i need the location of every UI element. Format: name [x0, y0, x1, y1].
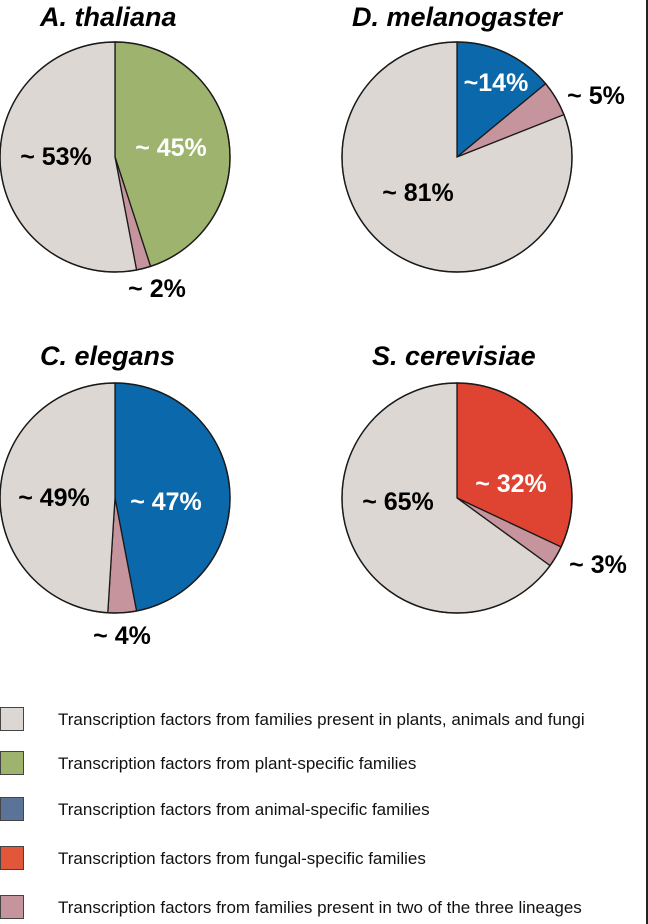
pie-chart-1: A. thaliana ~ 45% ~ 2% ~ 53% [0, 2, 231, 303]
legend-swatch [0, 895, 24, 919]
legend-label: Transcription factors from families pres… [58, 710, 585, 729]
slice-label-common: ~ 49% [18, 484, 90, 512]
legend-swatch [0, 751, 24, 775]
slice-label-two: ~ 2% [128, 275, 186, 303]
chart-title: D. melanogaster [352, 2, 564, 32]
legend-swatch [0, 707, 24, 731]
chart-title: A. thaliana [39, 2, 177, 32]
slice-label-common: ~ 81% [382, 179, 454, 207]
pie-outline [0, 41, 231, 273]
chart-title: C. elegans [40, 341, 175, 371]
legend-label: Transcription factors from families pres… [58, 898, 582, 917]
slice-label-specific: ~14% [464, 69, 529, 97]
legend-label: Transcription factors from animal-specif… [58, 800, 430, 819]
pie-chart-3: C. elegans ~ 47% ~ 4% ~ 49% [0, 341, 231, 650]
legend-swatch [0, 797, 24, 821]
slice-label-common: ~ 53% [20, 143, 92, 171]
legend-label: Transcription factors from fungal-specif… [58, 849, 426, 868]
slice-label-two: ~ 3% [569, 551, 627, 579]
slice-label-two: ~ 5% [567, 82, 625, 110]
slice-label-specific: ~ 47% [130, 488, 202, 516]
chart-title: S. cerevisiae [372, 341, 536, 371]
pie-outline [341, 382, 573, 614]
pie-chart-4: S. cerevisiae ~ 32% ~ 3% ~ 65% [341, 341, 627, 614]
slice-label-specific: ~ 45% [135, 134, 207, 162]
slice-label-two: ~ 4% [93, 622, 151, 650]
pie-outline [341, 41, 573, 273]
pie-outline [0, 382, 231, 614]
slice-label-specific: ~ 32% [475, 470, 547, 498]
legend-label: Transcription factors from plant-specifi… [58, 754, 417, 773]
right-border [646, 0, 648, 924]
pie-chart-2: D. melanogaster ~14% ~ 5% ~ 81% [341, 2, 625, 273]
legend-swatch [0, 846, 24, 870]
slice-label-common: ~ 65% [362, 488, 434, 516]
